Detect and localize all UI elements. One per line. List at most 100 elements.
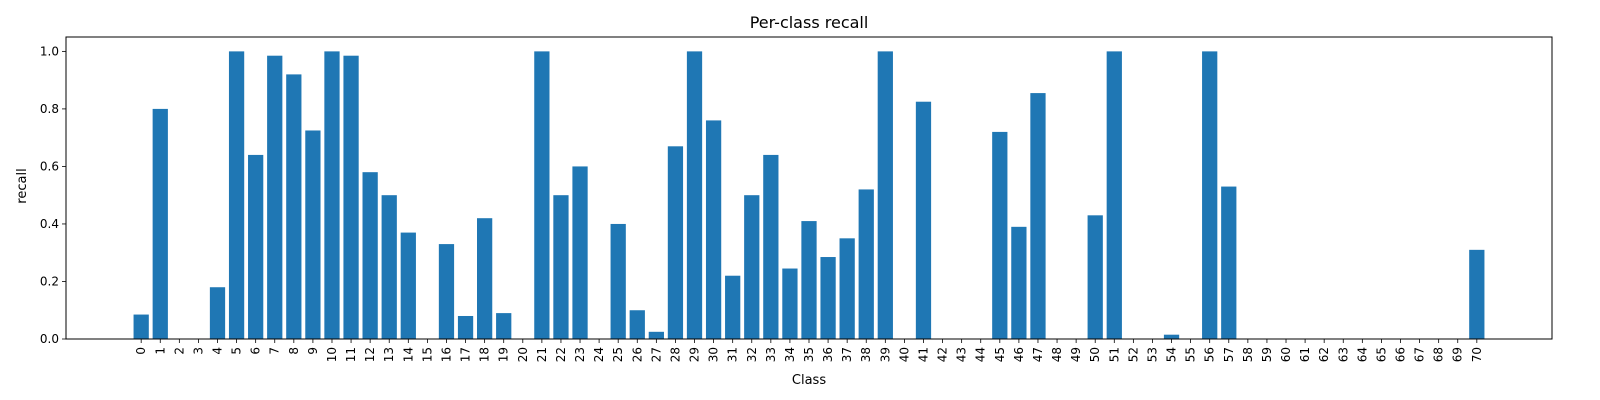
x-tick-label: 38 [859,347,873,362]
x-tick-label: 29 [688,347,702,362]
x-tick-label: 22 [554,347,568,362]
x-tick-label: 13 [382,347,396,362]
x-tick-label: 48 [1050,347,1064,362]
x-tick-label: 16 [439,347,453,362]
bar-class-54 [1163,334,1180,339]
x-tick-label: 65 [1374,347,1388,362]
x-tick-label: 20 [516,347,530,362]
y-tick-label: 1.0 [40,44,59,58]
bar-class-51 [1106,51,1122,339]
x-tick-label: 3 [191,347,205,355]
x-tick-label: 11 [344,347,358,362]
x-tick-label: 70 [1470,347,1484,362]
bar-class-37 [839,238,855,339]
x-tick-label: 50 [1088,347,1102,362]
x-tick-label: 6 [249,347,263,355]
bar-class-50 [1087,215,1103,339]
x-tick-label: 21 [535,347,549,362]
x-tick-label: 60 [1279,347,1293,362]
x-tick-label: 39 [878,347,892,362]
x-tick-label: 30 [707,347,721,362]
x-tick-label: 25 [611,347,625,362]
x-tick-label: 55 [1184,347,1198,362]
x-tick-label: 28 [668,347,682,362]
x-tick-label: 27 [649,347,663,362]
bar-class-8 [286,74,302,339]
x-tick-label: 63 [1336,347,1350,362]
x-tick-label: 4 [211,347,225,355]
bar-class-4 [209,287,226,339]
x-tick-label: 46 [1012,347,1026,362]
x-tick-label: 24 [592,347,606,362]
x-tick-label: 58 [1241,347,1255,362]
x-tick-label: 15 [420,347,434,362]
bar-class-32 [744,195,760,339]
bar-class-39 [877,51,893,339]
bar-class-11 [343,55,359,339]
bar-class-28 [667,146,684,339]
bar-class-31 [725,275,741,339]
x-tick-label: 59 [1260,347,1274,362]
plot-frame [65,36,1553,340]
bar-class-30 [705,120,722,339]
x-tick-label: 62 [1317,347,1331,362]
bar-class-27 [648,331,664,339]
bar-class-10 [324,51,340,339]
bar-class-57 [1221,186,1237,339]
x-tick-label: 35 [802,347,816,362]
x-tick-label: 47 [1031,347,1045,362]
x-tick-label: 5 [230,347,244,355]
x-tick-label: 23 [573,347,587,362]
x-tick-label: 19 [497,347,511,362]
bar-class-19 [496,313,512,339]
bar-class-16 [438,244,455,339]
x-tick-label: 44 [974,347,988,362]
bar-class-45 [992,131,1008,339]
chart-title: Per-class recall [750,13,869,32]
x-tick-label: 17 [459,347,473,362]
y-tick-label: 0.8 [40,102,59,116]
y-axis-title: recall [15,168,30,203]
x-axis-title: Class [792,373,826,388]
bar-class-1 [152,108,168,340]
x-tick-label: 37 [840,347,854,362]
y-tick-label: 0.2 [40,274,59,288]
y-axis: 0.0 0.2 0.4 0.6 0.8 1.0 [40,44,66,346]
x-tick-label: 53 [1145,347,1159,362]
bar-class-35 [801,221,817,339]
y-tick-label: 0.0 [40,332,59,346]
x-tick-label: 69 [1451,347,1465,362]
bar-class-34 [782,268,798,339]
x-tick-label: 45 [993,347,1007,362]
x-tick-label: 54 [1165,347,1179,362]
bar-class-41 [915,101,932,340]
bar-class-46 [1011,226,1027,339]
x-tick-label: 42 [936,347,950,362]
x-tick-label: 7 [268,347,282,355]
x-tick-label: 0 [134,347,148,355]
x-tick-label: 31 [726,347,740,362]
x-tick-label: 49 [1069,347,1083,362]
bar-class-38 [858,189,874,339]
x-tick-label: 8 [287,347,301,355]
bar-class-0 [133,314,149,339]
x-tick-label: 67 [1413,347,1427,362]
x-tick-label: 32 [745,347,759,362]
x-tick-label: 36 [821,347,835,362]
x-tick-label: 12 [363,347,377,362]
bar-class-7 [267,55,283,339]
bar-class-33 [763,154,779,339]
x-tick-label: 33 [764,347,778,362]
bar-class-22 [553,195,569,339]
x-tick-label: 1 [153,347,167,355]
bar-class-36 [820,257,836,339]
bar-class-12 [362,172,378,339]
bar-class-56 [1202,51,1218,339]
x-tick-label: 68 [1432,347,1446,362]
x-tick-label: 51 [1107,347,1121,362]
bar-class-25 [610,223,626,339]
bar-class-26 [629,310,645,339]
bar-class-23 [572,166,588,339]
x-axis: 0 1 2 3 4 5 6 7 8 9 10 11 12 13 14 15 16 17 18 19 20 21 22 23 24… [134,339,1484,362]
